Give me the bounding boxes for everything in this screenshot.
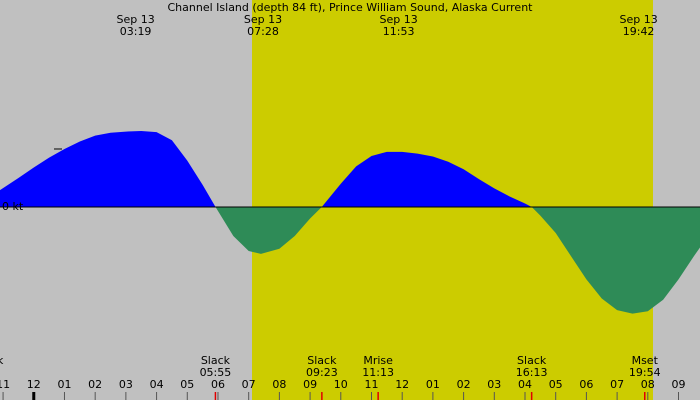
event-label: Slack bbox=[517, 354, 547, 367]
x-tick-label: 06 bbox=[211, 378, 225, 391]
x-tick-label: 05 bbox=[180, 378, 194, 391]
top-date: Sep 13 bbox=[619, 13, 657, 26]
x-tick-label: 07 bbox=[610, 378, 624, 391]
x-tick-label: 03 bbox=[119, 378, 133, 391]
top-date: Sep 13 bbox=[244, 13, 282, 26]
event-time: 16:13 bbox=[516, 366, 548, 379]
event-label: Slack bbox=[201, 354, 231, 367]
event-time: 05:55 bbox=[200, 366, 232, 379]
event-label: Mrise bbox=[363, 354, 393, 367]
x-tick-label: 02 bbox=[457, 378, 471, 391]
x-tick-label: 08 bbox=[272, 378, 286, 391]
x-tick-label: 11 bbox=[0, 378, 10, 391]
x-tick-label: 01 bbox=[57, 378, 71, 391]
x-tick-label: 04 bbox=[518, 378, 532, 391]
top-date: Sep 13 bbox=[116, 13, 154, 26]
x-tick-label: 06 bbox=[579, 378, 593, 391]
x-tick-label: 04 bbox=[150, 378, 164, 391]
x-tick-label: 08 bbox=[641, 378, 655, 391]
x-tick-label: 03 bbox=[487, 378, 501, 391]
top-date: Sep 13 bbox=[379, 13, 417, 26]
flood-area bbox=[321, 151, 532, 207]
x-tick-label: 12 bbox=[395, 378, 409, 391]
x-tick-label: 10 bbox=[334, 378, 348, 391]
x-tick-label: 09 bbox=[672, 378, 686, 391]
top-time: 19:42 bbox=[623, 25, 655, 38]
x-tick-label: 02 bbox=[88, 378, 102, 391]
top-time: 03:19 bbox=[120, 25, 152, 38]
flood-area bbox=[0, 131, 216, 207]
ebb-area bbox=[531, 206, 700, 314]
event-label: Mset bbox=[632, 354, 659, 367]
x-tick-label: 12 bbox=[27, 378, 41, 391]
top-time: 11:53 bbox=[383, 25, 415, 38]
event-time: 09:23 bbox=[306, 366, 338, 379]
chart-title: Channel Island (depth 84 ft), Prince Wil… bbox=[168, 1, 534, 14]
top-time: 07:28 bbox=[247, 25, 279, 38]
y-tick-label: 0 kt bbox=[2, 200, 24, 213]
x-tick-label: 09 bbox=[303, 378, 317, 391]
event-time: 19:54 bbox=[629, 366, 661, 379]
edge-label: k bbox=[0, 354, 4, 367]
x-tick-label: 11 bbox=[364, 378, 378, 391]
x-tick-label: 07 bbox=[242, 378, 256, 391]
x-tick-label: 05 bbox=[549, 378, 563, 391]
event-time: 11:13 bbox=[362, 366, 394, 379]
ebb-area bbox=[215, 206, 322, 254]
event-label: Slack bbox=[307, 354, 337, 367]
x-tick-label: 01 bbox=[426, 378, 440, 391]
